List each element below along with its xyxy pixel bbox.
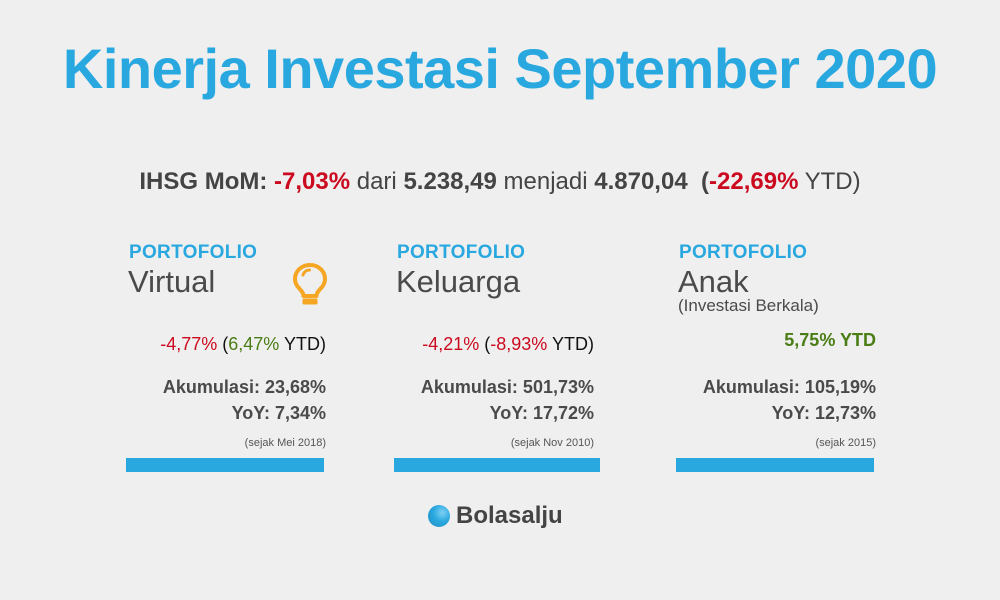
since-date: (sejak 2015): [815, 437, 876, 449]
accent-bar: [126, 458, 324, 472]
portfolio-subtitle: (Investasi Berkala): [678, 296, 819, 315]
ihsg-to-word: menjadi: [503, 168, 588, 195]
portfolio-performance: 5,75% YTD: [676, 330, 876, 351]
ihsg-from-value: 5.238,49: [403, 168, 497, 195]
yoy: YoY: 12,73%: [771, 403, 876, 423]
ihsg-ytd-label: YTD): [804, 168, 861, 195]
mom-change: -4,77%: [160, 334, 218, 354]
ihsg-open-paren: (: [701, 168, 710, 195]
portfolio-label: PORTOFOLIO: [679, 242, 808, 263]
akumulasi: Akumulasi: 105,19%: [702, 377, 876, 397]
portfolio-stats: Akumulasi: 501,73% YoY: 17,72%: [388, 374, 594, 426]
ihsg-summary: IHSG MoM: -7,03% dari 5.238,49 menjadi 4…: [0, 168, 1000, 196]
snowball-icon: [428, 505, 450, 527]
ytd-label: YTD): [284, 334, 326, 354]
since-date: (sejak Mei 2018): [244, 437, 326, 449]
ytd-change: -8,93%: [490, 334, 548, 354]
portfolio-stats: Akumulasi: 23,68% YoY: 7,34%: [126, 374, 326, 426]
brand-logo: Bolasalju: [428, 502, 563, 530]
open-paren: (: [484, 334, 491, 354]
portfolio-name: Virtual: [128, 264, 216, 299]
portfolio-performance: -4,21% (-8,93% YTD): [388, 334, 594, 355]
ihsg-mom-change: -7,03%: [274, 168, 351, 195]
accent-bar: [394, 458, 600, 472]
ihsg-to-value: 4.870,04: [594, 168, 688, 195]
since-date: (sejak Nov 2010): [510, 437, 594, 449]
portfolio-label: PORTOFOLIO: [397, 242, 526, 263]
mom-change: -4,21%: [422, 334, 480, 354]
portfolio-label: PORTOFOLIO: [129, 242, 258, 263]
portfolio-name: Anak: [678, 264, 749, 299]
page-title: Kinerja Investasi September 2020: [62, 37, 938, 100]
akumulasi: Akumulasi: 501,73%: [420, 377, 594, 397]
brand-name: Bolasalju: [456, 502, 563, 529]
yoy: YoY: 17,72%: [489, 403, 594, 423]
ihsg-from-word: dari: [356, 168, 397, 195]
lightbulb-icon: [293, 263, 327, 305]
ytd-label: YTD): [552, 334, 594, 354]
accent-bar: [676, 458, 874, 472]
yoy: YoY: 7,34%: [231, 403, 326, 423]
open-paren: (: [222, 334, 229, 354]
akumulasi: Akumulasi: 23,68%: [162, 377, 326, 397]
portfolio-performance: -4,77% (6,47% YTD): [126, 334, 326, 355]
portfolio-stats: Akumulasi: 105,19% YoY: 12,73%: [676, 374, 876, 426]
ytd-change: 5,75% YTD: [784, 330, 876, 350]
ihsg-ytd-change: -22,69%: [709, 168, 799, 195]
ytd-change: 6,47%: [228, 334, 280, 354]
portfolio-name: Keluarga: [396, 264, 521, 299]
ihsg-label: IHSG MoM:: [139, 168, 268, 195]
